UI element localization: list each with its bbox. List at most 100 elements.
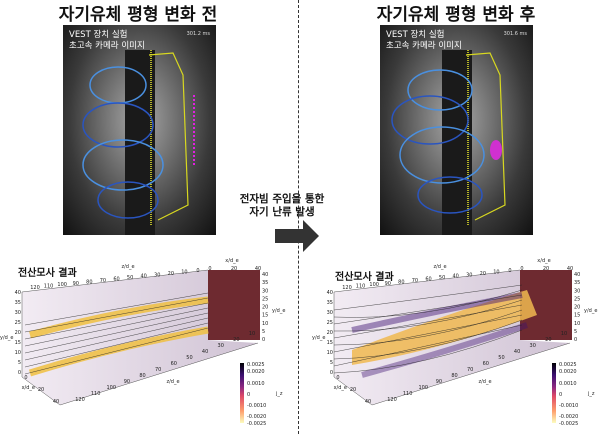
z-tick-label: 70 [155, 367, 161, 373]
x-tick-label: 20 [38, 387, 44, 393]
y-tick-label: 10 [574, 321, 580, 327]
z-tick-label: 80 [139, 373, 145, 379]
current-filament [28, 326, 209, 377]
z-tick-label: 10 [493, 269, 499, 275]
colorbar-tick-label: 0.0010 [247, 381, 265, 387]
z-tick-label: 70 [412, 278, 418, 284]
x-tick-label: 0 [208, 266, 211, 272]
z-tick-label: 100 [418, 385, 428, 391]
y-tick-label: 25 [262, 296, 268, 302]
z-axis-label: z/d_e [121, 264, 134, 270]
divider-line [298, 0, 299, 434]
left-title: 자기유체 평형 변화 전 [58, 5, 218, 25]
photo-caption-line1: VEST 장치 실험 [386, 30, 445, 40]
z-tick-label: 60 [171, 361, 177, 367]
y-tick-label: 40 [327, 290, 333, 296]
y-tick-label: 10 [15, 350, 21, 356]
z-tick-label: 50 [186, 355, 192, 361]
x-axis-label: x/d_e [537, 258, 550, 264]
y-tick-label: 30 [327, 310, 333, 316]
colorbar-tick-label: -0.0020 [247, 414, 266, 420]
field-line [333, 289, 523, 318]
z-tick-label: 90 [73, 281, 79, 287]
colorbar-label: j_z [587, 391, 595, 397]
colorbar-tick-label: 0 [247, 392, 250, 398]
z-tick-label: 40 [514, 349, 520, 355]
z-tick-label: 20 [233, 337, 239, 343]
y-axis-label: y/d_e [0, 335, 13, 341]
y-tick-label: 40 [574, 272, 580, 278]
y-tick-label: 35 [262, 280, 268, 286]
z-tick-label: 20 [168, 271, 174, 277]
colorbar-tick-label: 0.0025 [247, 362, 265, 368]
current-filament [351, 292, 523, 333]
colorbar-tick-label: -0.0025 [247, 421, 266, 427]
colorbar-label: j_z [275, 391, 283, 397]
z-tick-label: 100 [106, 385, 116, 391]
z-axis-label: z/d_e [166, 379, 179, 385]
y-tick-label: 5 [574, 329, 577, 335]
y-tick-label: 5 [262, 329, 265, 335]
colorbar-tick-label: 0.0025 [559, 362, 577, 368]
simulation-plots: 120 110 100 90 80 70 60 50 40 30 20 10 0z/d_e 0 20 40x/… [0, 258, 597, 427]
timestamp: 301.2 ms [186, 31, 210, 37]
z-tick-label: 110 [403, 391, 413, 397]
y-axis-label: y/d_e [312, 335, 325, 341]
y-tick-label: 40 [15, 290, 21, 296]
field-line [333, 299, 523, 332]
field-line [333, 329, 523, 374]
z-tick-label: 90 [124, 379, 130, 385]
z-tick-label: 10 [249, 331, 255, 337]
right-sim-title: 전산모사 결과 [335, 272, 394, 283]
field-line [24, 307, 209, 347]
field-line [24, 327, 209, 375]
field-line [333, 319, 523, 360]
x-axis-label: x/d_e [334, 385, 347, 391]
y-tick-label: 5 [330, 360, 333, 366]
z-tick-label: 70 [100, 278, 106, 284]
y-tick-label: 25 [574, 296, 580, 302]
colorbar-tick-label: 0.0020 [559, 369, 577, 375]
axis-line [333, 292, 571, 406]
x-axis-label: x/d_e [22, 385, 35, 391]
axis-line [21, 292, 259, 406]
z-tick-label: 90 [385, 281, 391, 287]
photo-caption-line1: VEST 장치 실험 [69, 30, 128, 40]
y-tick-label: 40 [262, 272, 268, 278]
z-tick-label: 60 [483, 361, 489, 367]
y-tick-label: 10 [327, 350, 333, 356]
z-tick-label: 90 [436, 379, 442, 385]
z-tick-label: 30 [530, 343, 536, 349]
z-tick-label: 20 [480, 271, 486, 277]
y-tick-label: 15 [327, 340, 333, 346]
y-tick-label: 5 [18, 360, 21, 366]
field-line [24, 312, 209, 354]
right-title: 자기유체 평형 변화 후 [376, 5, 536, 25]
z-tick-label: 30 [218, 343, 224, 349]
y-tick-label: 35 [574, 280, 580, 286]
x-tick-label: 20 [350, 387, 356, 393]
y-tick-label: 15 [262, 313, 268, 319]
left-sim-title: 전산모사 결과 [18, 268, 77, 279]
colorbar-tick-label: 0 [559, 392, 562, 398]
colorbar [552, 363, 556, 423]
z-tick-label: 110 [91, 391, 101, 397]
x-tick-label: 20 [543, 266, 549, 272]
z-tick-label: 0 [196, 268, 199, 274]
y-tick-label: 15 [574, 313, 580, 319]
z-tick-label: 120 [342, 285, 352, 291]
z-tick-label: 30 [466, 272, 472, 278]
left-camera-image: VEST 장치 실험 초고속 카메라 이미지 301.2 ms [63, 25, 216, 235]
colorbar-tick-label: -0.0010 [247, 403, 266, 409]
z-tick-label: 20 [545, 337, 551, 343]
z-tick-label: 60 [425, 277, 431, 283]
current-filament [361, 322, 528, 378]
x-tick-label: 40 [567, 266, 573, 272]
z-tick-label: 30 [154, 272, 160, 278]
z-tick-label: 110 [356, 284, 366, 290]
y-tick-label: 30 [262, 288, 268, 294]
y-tick-label: 10 [262, 321, 268, 327]
field-line [24, 297, 209, 333]
right-field-lines [391, 50, 506, 235]
z-tick-label: 40 [140, 274, 146, 280]
